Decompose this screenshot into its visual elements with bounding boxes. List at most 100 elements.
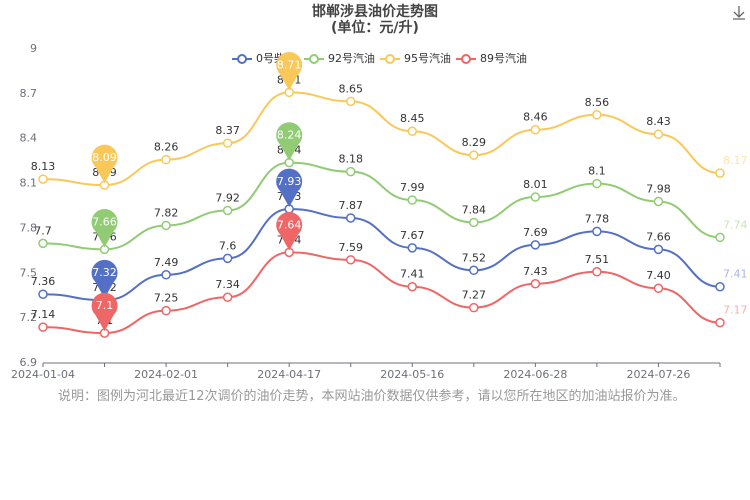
data-point: [469, 265, 479, 276]
data-point: [653, 129, 664, 139]
pin-label: 8.09: [92, 151, 117, 164]
y-tick-label: 8.4: [20, 132, 38, 145]
data-label: 7.41: [723, 268, 748, 281]
y-tick-label: 7.5: [20, 266, 38, 279]
data-point: [38, 238, 48, 249]
data-point: [161, 220, 171, 231]
data-point: [38, 322, 48, 332]
legend-label: 89号汽油: [480, 51, 527, 65]
data-point: [161, 270, 171, 280]
data-point: [715, 281, 725, 292]
data-point: [469, 302, 479, 313]
legend-marker: [237, 54, 247, 64]
mark-pin: 7.93: [276, 168, 303, 207]
download-glyph[interactable]: [733, 6, 745, 20]
data-point: [530, 192, 541, 202]
legend-label: 95号汽油: [404, 51, 451, 65]
data-label: 8.65: [338, 82, 363, 95]
data-label: 7.84: [462, 203, 487, 216]
data-label: 7.51: [585, 253, 610, 266]
pin-shape: [276, 51, 303, 91]
chart-title: 邯郸涉县油价走势图: [312, 3, 438, 20]
legend-label: 92号汽油: [328, 51, 375, 65]
pin-shape: [91, 259, 118, 299]
pin-label: 8.24: [277, 129, 302, 142]
data-label: 7.59: [338, 241, 363, 254]
data-label: 8.1: [588, 165, 606, 178]
pin-shape: [276, 122, 303, 161]
series-line: [42, 251, 721, 335]
download-icon[interactable]: [733, 6, 745, 20]
data-label: 8.29: [462, 136, 487, 149]
data-point: [715, 232, 725, 243]
note: 说明：图例为河北最近12次调价的油价走势，本网站油价数据仅供参考，请以您所在地区…: [58, 389, 686, 404]
data-label: 7.27: [462, 289, 487, 302]
data-point: [653, 196, 664, 207]
series-line: [42, 161, 721, 251]
data-label: 8.01: [523, 178, 548, 191]
mark-pin: 8.24: [276, 122, 303, 161]
y-tick-label: 8.1: [20, 177, 38, 190]
mark-pin: 7.66: [91, 208, 118, 248]
data-label: 7.6: [219, 239, 237, 252]
legend-item[interactable]: 89号汽油: [456, 51, 527, 65]
data-point: [345, 96, 356, 107]
data-point: [530, 240, 541, 250]
data-label: 7.69: [523, 226, 548, 239]
data-label: 8.46: [523, 111, 548, 124]
data-label: 8.18: [338, 153, 363, 166]
mark-pin: 8.09: [91, 144, 118, 184]
data-point: [592, 110, 602, 120]
data-label: 7.78: [585, 212, 610, 225]
data-point: [161, 154, 171, 165]
data-label: 7.74: [723, 218, 748, 231]
data-point: [161, 305, 171, 316]
data-point: [530, 124, 541, 135]
chart-subtitle: (单位：元/升): [331, 19, 419, 36]
data-point: [345, 166, 356, 177]
data-point: [38, 174, 48, 184]
legend-marker: [461, 54, 471, 64]
data-label: 7.17: [723, 304, 748, 317]
data-label: 7.82: [154, 206, 179, 219]
pin-label: 8.71: [277, 58, 302, 71]
chart: 邯郸涉县油价走势图 (单位：元/升) 6.9 7.2 7.5 7.8 8.1 8.4 8.7…: [11, 3, 748, 381]
y-tick-label: 7.2: [20, 311, 38, 324]
pin-label: 7.64: [277, 218, 302, 231]
pin-shape: [91, 144, 118, 184]
data-point: [407, 195, 418, 205]
data-point: [653, 283, 664, 293]
legend-item[interactable]: 92号汽油: [304, 51, 375, 65]
data-label: 7.36: [31, 275, 56, 288]
data-point: [222, 205, 233, 216]
data-label: 7.52: [462, 251, 487, 264]
data-point: [407, 243, 418, 253]
data-label: 8.56: [585, 96, 610, 109]
legend-item[interactable]: 95号汽油: [380, 51, 451, 65]
legend-marker: [309, 54, 319, 64]
data-label: 7.25: [154, 292, 179, 305]
pin-label: 7.66: [92, 215, 117, 228]
data-point: [592, 267, 602, 277]
pin-shape: [91, 292, 118, 332]
pin-shape: [276, 211, 303, 251]
pin-shape: [91, 208, 118, 248]
data-point: [592, 178, 602, 189]
pin-shape: [276, 168, 303, 207]
y-tick-label: 8.7: [20, 87, 38, 100]
data-label: 7.98: [646, 183, 671, 196]
data-label: 8.45: [400, 112, 425, 125]
data-label: 7.99: [400, 181, 425, 194]
x-tick-label: 2024-04-17: [257, 368, 321, 381]
data-label: 7.49: [154, 256, 179, 269]
data-point: [345, 213, 356, 223]
pin-label: 7.1: [96, 299, 114, 312]
x-tick-label: 2024-07-26: [626, 368, 690, 381]
data-label: 7.41: [400, 268, 425, 281]
data-point: [715, 168, 725, 178]
x-tick-label: 2024-06-28: [503, 368, 567, 381]
data-point: [469, 150, 479, 160]
data-label: 7.67: [400, 229, 425, 242]
pin-label: 7.93: [277, 175, 302, 188]
